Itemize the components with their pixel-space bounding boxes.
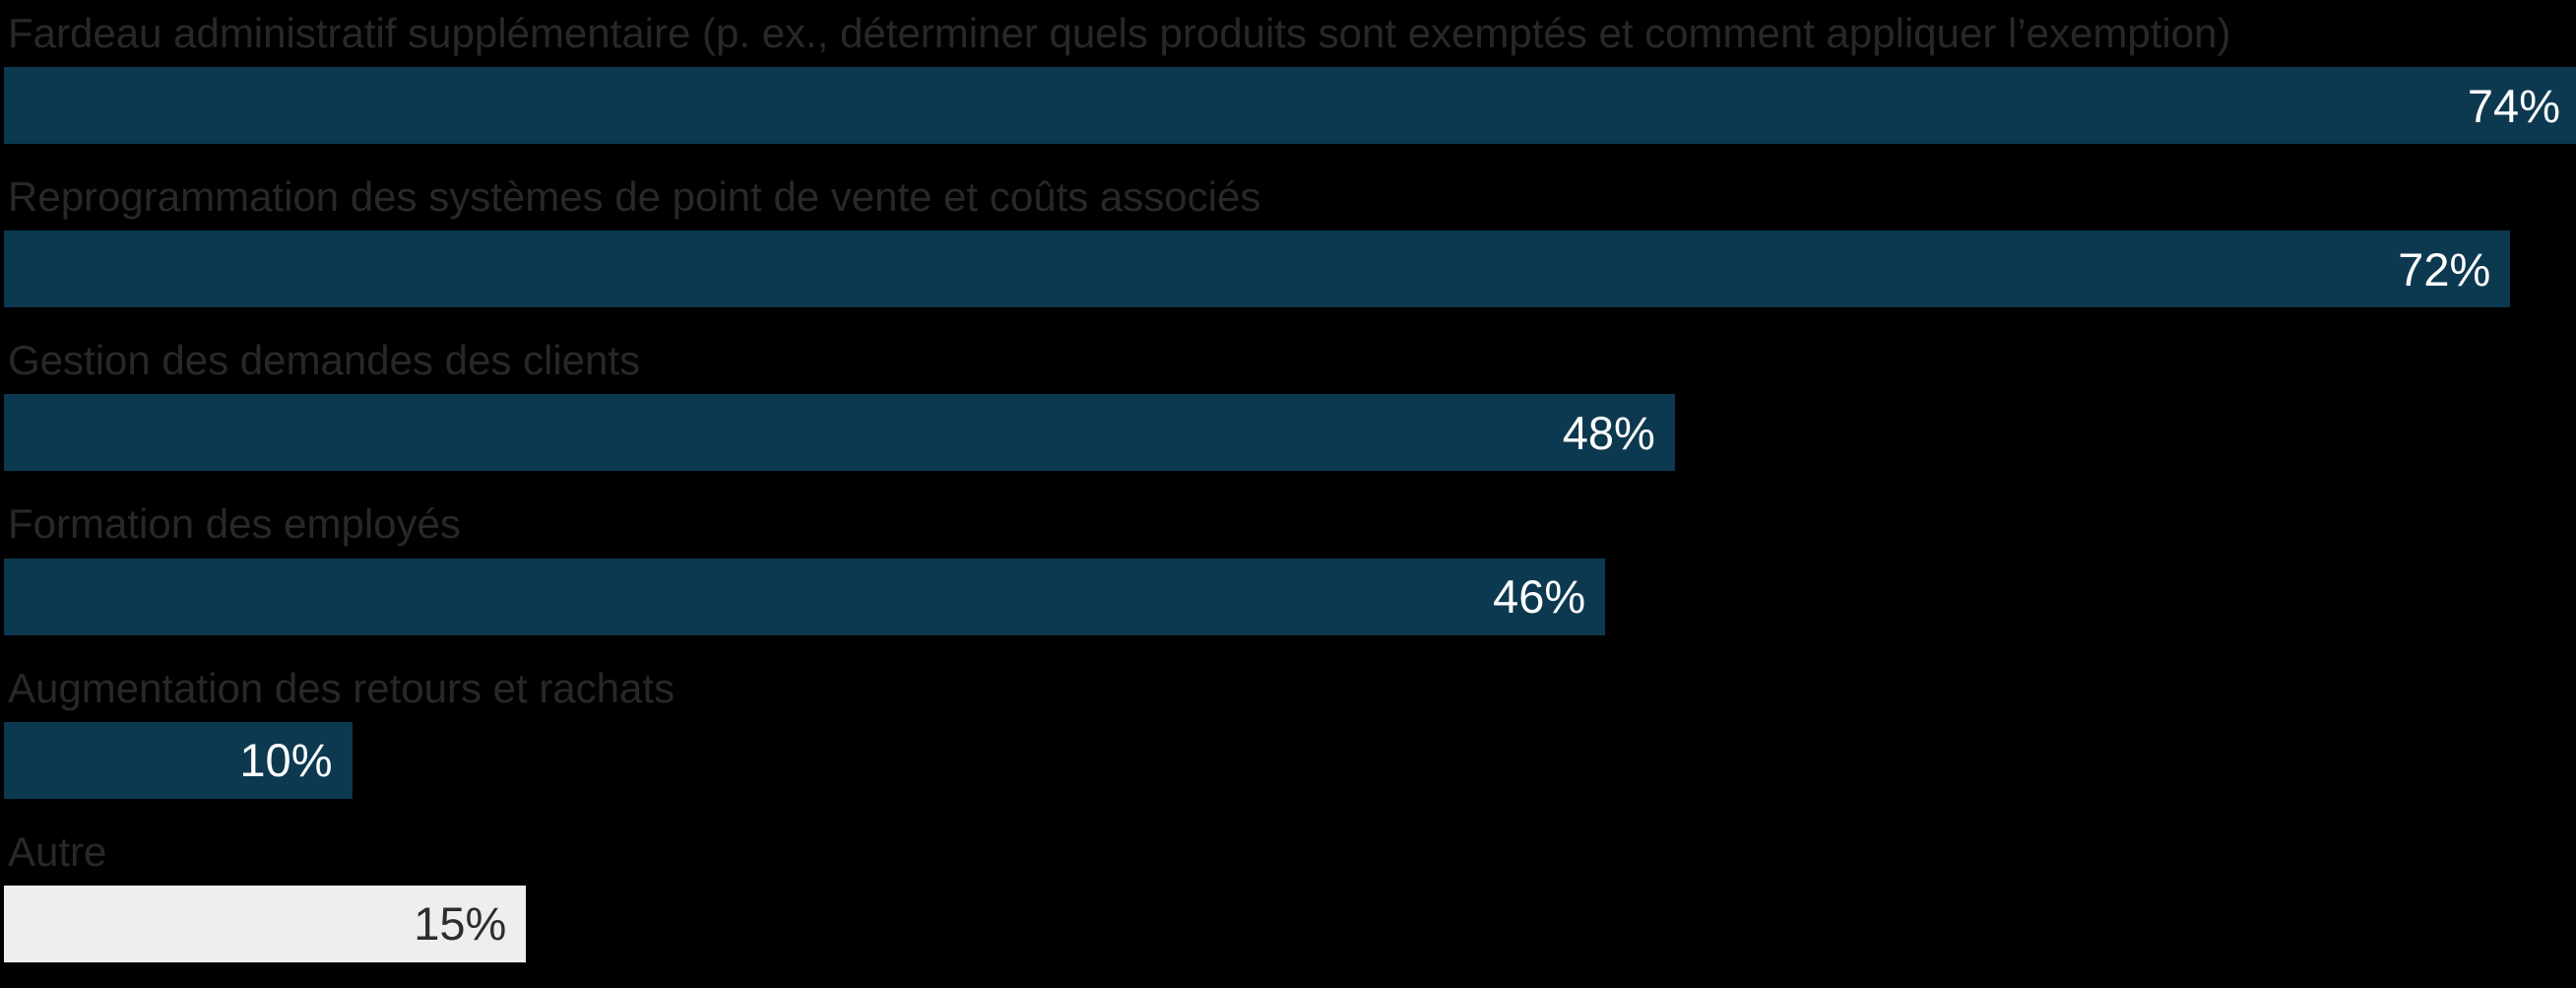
category-label: Gestion des demandes des clients: [8, 337, 641, 384]
chart-row: Augmentation des retours et rachats 10%: [0, 661, 2576, 824]
chart-row: Fardeau administratif supplémentaire (p.…: [0, 6, 2576, 169]
value-label: 74%: [2467, 79, 2560, 132]
value-label: 10%: [239, 734, 333, 787]
chart-row: Autre 15%: [0, 824, 2576, 988]
bar: 74%: [4, 67, 2576, 144]
category-label: Autre: [8, 827, 107, 875]
value-label: 72%: [2398, 242, 2491, 296]
value-label: 48%: [1562, 406, 1655, 459]
bar: 46%: [4, 558, 1606, 635]
bar: 10%: [4, 721, 353, 799]
category-label: Reprogrammation des systèmes de point de…: [8, 173, 1261, 221]
chart-row: Formation des employés 46%: [0, 497, 2576, 661]
bar: 72%: [4, 231, 2511, 308]
value-label: 46%: [1493, 570, 1586, 624]
chart-row: Reprogrammation des systèmes de point de…: [0, 169, 2576, 333]
bar: 48%: [4, 394, 1675, 472]
category-label: Fardeau administratif supplémentaire (p.…: [8, 9, 2231, 56]
value-label: 15%: [414, 897, 507, 951]
category-label: Formation des employés: [8, 500, 461, 548]
chart-row: Gestion des demandes des clients 48%: [0, 333, 2576, 496]
category-label: Augmentation des retours et rachats: [8, 664, 676, 711]
bar: 15%: [4, 885, 527, 962]
